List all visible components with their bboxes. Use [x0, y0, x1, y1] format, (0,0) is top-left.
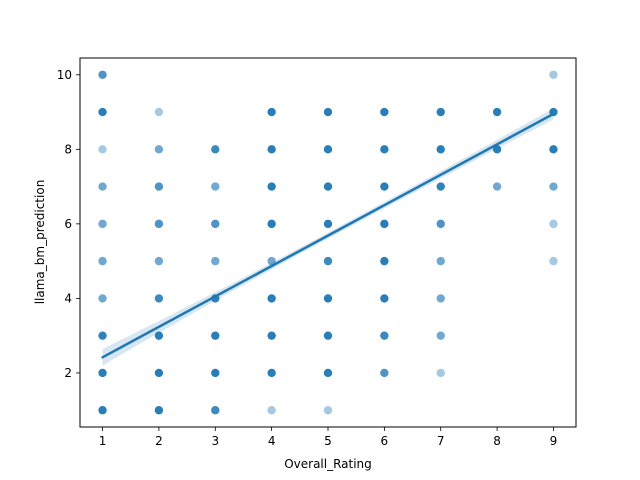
scatter-point: [211, 368, 220, 378]
scatter-point: [154, 294, 164, 303]
scatter-point: [267, 182, 276, 191]
scatter-point: [323, 107, 333, 117]
scatter-point: [211, 145, 220, 154]
x-tick-label: 7: [437, 434, 445, 448]
scatter-point: [154, 107, 164, 117]
scatter-point: [267, 256, 276, 266]
x-tick-label: 1: [99, 434, 107, 448]
scatter-point: [436, 219, 445, 229]
scatter-point: [98, 107, 107, 117]
x-tick-label: 2: [155, 434, 163, 448]
scatter-point: [436, 294, 445, 303]
x-tick-label: 5: [324, 434, 332, 448]
scatter-point: [323, 331, 333, 340]
scatter-point: [323, 182, 333, 191]
scatter-point: [549, 182, 558, 191]
scatter-point: [380, 145, 389, 154]
y-tick-label: 6: [64, 217, 72, 231]
scatter-point: [380, 219, 389, 229]
y-tick-label: 10: [57, 68, 72, 82]
scatter-point: [323, 145, 333, 154]
scatter-point: [436, 256, 445, 266]
scatter-point: [98, 182, 107, 191]
x-tick-label: 3: [211, 434, 219, 448]
scatter-point: [98, 70, 107, 79]
x-tick-label: 8: [493, 434, 501, 448]
scatter-point: [211, 331, 220, 340]
scatter-point: [211, 182, 220, 191]
scatter-point: [380, 107, 389, 117]
x-tick-label: 6: [381, 434, 389, 448]
scatter-point: [436, 331, 445, 340]
scatter-point: [98, 368, 107, 378]
scatter-point: [323, 294, 333, 303]
scatter-point: [436, 107, 445, 117]
y-tick-label: 4: [64, 291, 72, 305]
scatter-point: [323, 219, 333, 229]
scatter-point: [492, 107, 502, 117]
scatter-point: [211, 256, 220, 266]
scatter-point: [154, 219, 164, 229]
scatter-point: [436, 368, 445, 378]
scatter-point: [154, 182, 164, 191]
scatter-point: [436, 145, 445, 154]
scatter-point: [549, 219, 558, 229]
scatter-point: [323, 368, 333, 378]
x-axis-ticks: 1 2 3 4 5 6 7 8 9: [99, 427, 558, 448]
scatter-point: [436, 182, 445, 191]
y-tick-label: 2: [64, 366, 72, 380]
scatter-point: [154, 256, 164, 266]
scatter-point: [98, 406, 107, 415]
scatter-point: [267, 331, 276, 340]
scatter-point: [380, 331, 389, 340]
scatter-point: [380, 182, 389, 191]
scatter-point: [211, 219, 220, 229]
scatter-point: [98, 219, 107, 229]
scatter-point: [549, 70, 558, 79]
scatter-point: [492, 182, 502, 191]
scatter-point: [98, 331, 107, 340]
scatter-point: [267, 294, 276, 303]
scatter-point: [98, 145, 107, 154]
scatter-point: [267, 368, 276, 378]
regression-line: [101, 112, 555, 359]
scatter-points: [98, 70, 558, 415]
x-tick-label: 4: [268, 434, 276, 448]
scatter-point: [267, 107, 276, 117]
x-axis-label: Overall_Rating: [284, 457, 372, 471]
scatter-point: [154, 368, 164, 378]
x-tick-label: 9: [550, 434, 558, 448]
scatter-point: [211, 406, 220, 415]
y-axis-ticks: 2 4 6 8 10: [57, 68, 80, 380]
y-axis-label: llama_bm_prediction: [33, 180, 47, 305]
scatter-point: [267, 219, 276, 229]
scatter-point: [380, 294, 389, 303]
y-tick-label: 8: [64, 142, 72, 156]
scatter-point: [154, 331, 164, 340]
scatter-point: [492, 145, 502, 154]
scatter-point: [154, 145, 164, 154]
scatter-point: [549, 256, 558, 266]
scatter-point: [323, 406, 333, 415]
scatter-point: [267, 406, 276, 415]
scatter-point: [98, 294, 107, 303]
scatter-point: [267, 145, 276, 154]
scatter-point: [154, 406, 164, 415]
scatter-point: [98, 256, 107, 266]
scatter-point: [549, 145, 558, 154]
scatter-point: [380, 256, 389, 266]
scatter-point: [380, 368, 389, 378]
regression-line-group: [101, 112, 555, 359]
scatter-point: [323, 256, 333, 266]
